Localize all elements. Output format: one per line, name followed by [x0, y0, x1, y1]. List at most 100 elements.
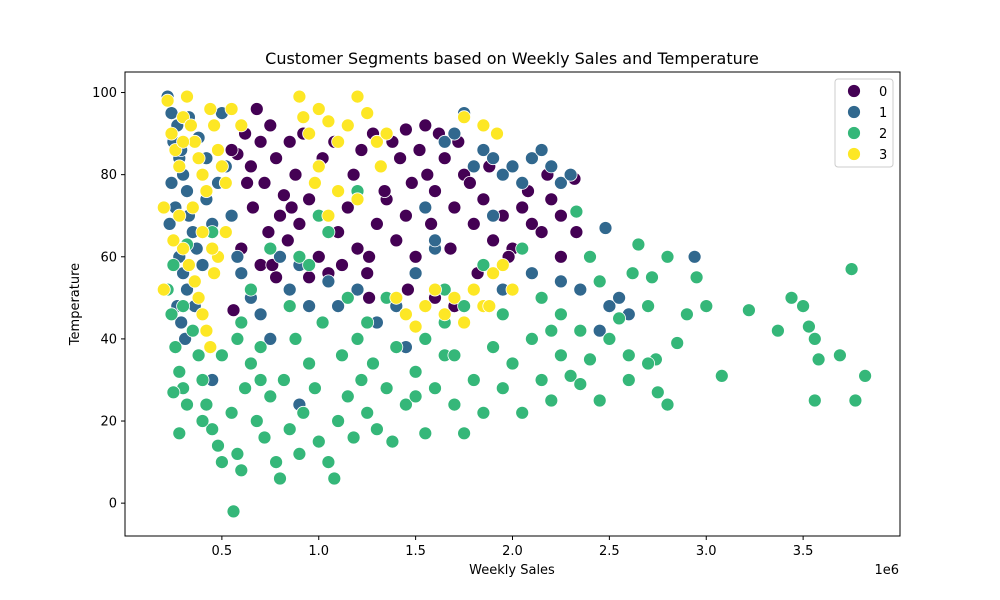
data-point-cluster-0 — [544, 192, 559, 207]
data-point-cluster-2 — [172, 426, 187, 441]
data-point-cluster-3 — [183, 118, 198, 133]
data-point-cluster-2 — [321, 225, 336, 240]
data-point-cluster-3 — [214, 159, 229, 174]
data-point-cluster-0 — [569, 225, 584, 240]
data-point-cluster-3 — [457, 315, 472, 330]
data-point-cluster-3 — [447, 290, 462, 305]
data-point-cluster-2 — [238, 381, 253, 396]
data-point-cluster-0 — [424, 216, 439, 231]
data-point-cluster-2 — [166, 385, 181, 400]
legend-label-3: 3 — [879, 148, 887, 163]
data-point-cluster-1 — [525, 266, 539, 281]
data-point-cluster-1 — [612, 290, 626, 305]
data-point-cluster-2 — [214, 455, 229, 470]
legend-label-2: 2 — [879, 127, 887, 142]
data-point-cluster-2 — [263, 241, 278, 256]
data-point-cluster-1 — [321, 274, 336, 289]
data-point-cluster-3 — [199, 323, 214, 338]
data-point-cluster-0 — [249, 102, 264, 116]
data-point-cluster-1 — [282, 282, 297, 297]
data-point-cluster-1 — [486, 151, 501, 166]
data-point-cluster-2 — [641, 299, 655, 314]
data-point-cluster-2 — [257, 430, 272, 445]
data-point-cluster-3 — [350, 192, 365, 207]
data-point-cluster-1 — [195, 258, 210, 272]
data-point-cluster-1 — [234, 266, 249, 281]
data-point-cluster-1 — [554, 175, 568, 190]
data-point-cluster-3 — [505, 282, 520, 297]
data-point-cluster-2 — [166, 258, 181, 272]
data-point-cluster-3 — [218, 175, 233, 190]
data-point-cluster-2 — [276, 373, 291, 387]
data-point-cluster-0 — [360, 266, 375, 281]
data-point-cluster-2 — [466, 373, 481, 387]
data-point-cluster-0 — [404, 175, 419, 190]
x-tick-label: 1.5 — [405, 544, 426, 559]
data-point-cluster-3 — [321, 114, 336, 129]
data-point-cluster-2 — [164, 307, 179, 322]
data-point-cluster-2 — [592, 393, 607, 408]
data-point-cluster-0 — [389, 233, 404, 248]
data-point-cluster-2 — [796, 299, 810, 314]
data-point-cluster-0 — [393, 151, 408, 166]
data-point-cluster-3 — [457, 110, 472, 125]
data-point-cluster-0 — [420, 167, 435, 182]
data-point-cluster-2 — [331, 414, 346, 428]
data-point-cluster-2 — [515, 405, 530, 420]
data-point-cluster-3 — [311, 159, 326, 174]
x-tick-label: 2.0 — [502, 544, 523, 559]
data-point-cluster-0 — [362, 290, 377, 305]
data-point-cluster-3 — [437, 307, 452, 322]
data-point-cluster-3 — [476, 118, 491, 133]
y-tick-label: 0 — [109, 497, 117, 512]
data-point-cluster-2 — [802, 319, 816, 334]
data-point-cluster-0 — [534, 225, 549, 240]
data-point-cluster-0 — [350, 241, 365, 256]
data-point-cluster-2 — [612, 311, 626, 326]
data-point-cluster-2 — [180, 397, 194, 412]
data-point-cluster-1 — [447, 126, 462, 141]
data-point-cluster-3 — [350, 89, 365, 104]
chart-title: Customer Segments based on Weekly Sales … — [265, 49, 759, 68]
data-point-cluster-2 — [234, 463, 249, 478]
data-point-cluster-0 — [224, 143, 239, 157]
legend-marker-1 — [847, 105, 861, 119]
data-point-cluster-3 — [234, 118, 249, 133]
data-point-cluster-0 — [466, 216, 481, 231]
data-point-cluster-2 — [234, 315, 249, 330]
data-point-cluster-3 — [331, 184, 346, 199]
data-point-cluster-1 — [408, 266, 423, 281]
x-tick-label: 3.5 — [793, 544, 814, 559]
data-point-cluster-3 — [482, 299, 497, 314]
data-point-cluster-0 — [269, 151, 284, 166]
data-point-cluster-0 — [412, 143, 427, 157]
legend-label-0: 0 — [879, 85, 887, 100]
data-point-cluster-2 — [476, 258, 491, 272]
data-point-cluster-2 — [226, 504, 241, 519]
data-point-cluster-1 — [544, 159, 559, 174]
data-point-cluster-0 — [447, 200, 462, 215]
data-point-cluster-1 — [162, 216, 177, 231]
data-point-cluster-2 — [311, 434, 326, 449]
data-point-cluster-3 — [195, 225, 210, 240]
data-point-cluster-3 — [408, 319, 423, 334]
data-point-cluster-2 — [168, 340, 183, 355]
data-point-cluster-2 — [858, 368, 872, 383]
data-point-cluster-1 — [174, 315, 189, 330]
data-point-cluster-3 — [292, 89, 307, 104]
data-point-cluster-3 — [428, 282, 442, 297]
data-point-cluster-1 — [592, 323, 607, 338]
data-point-cluster-2 — [385, 434, 400, 449]
legend-label-1: 1 — [879, 106, 887, 121]
data-point-cluster-1 — [466, 159, 481, 174]
data-point-cluster-3 — [156, 200, 171, 215]
legend-marker-3 — [847, 147, 861, 161]
data-point-cluster-2 — [346, 430, 361, 445]
data-point-cluster-2 — [408, 364, 423, 379]
y-tick-label: 100 — [92, 86, 117, 101]
data-point-cluster-2 — [315, 315, 330, 330]
data-point-cluster-3 — [331, 134, 346, 149]
data-point-cluster-2 — [457, 299, 472, 314]
data-point-cluster-0 — [311, 249, 326, 264]
data-point-cluster-2 — [296, 405, 311, 420]
